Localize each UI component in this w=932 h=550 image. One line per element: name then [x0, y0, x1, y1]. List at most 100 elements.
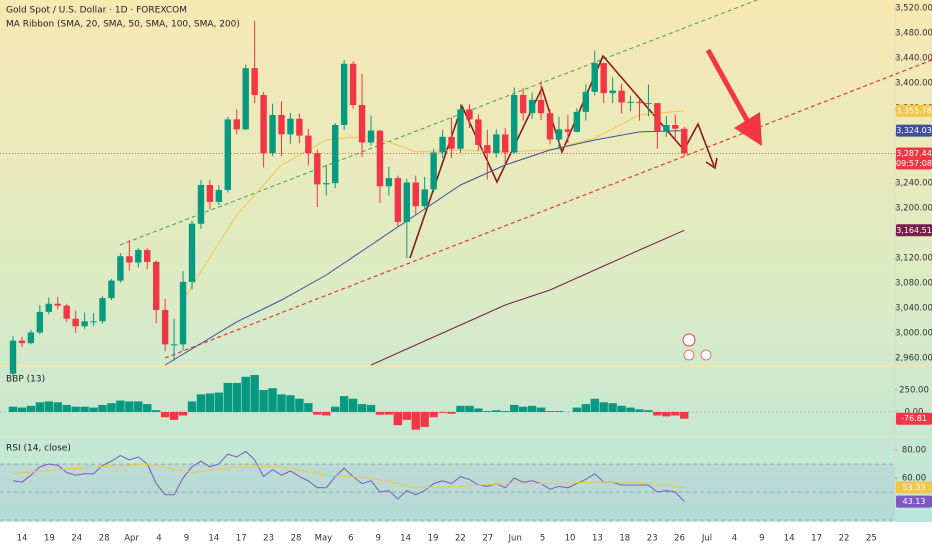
x-tick-label: 10 [565, 534, 576, 544]
bar [8, 406, 18, 412]
candle-body [197, 185, 205, 224]
last-value-label: 43.13 [903, 497, 926, 506]
bar [590, 398, 599, 412]
bar [545, 411, 555, 412]
bar [393, 411, 403, 426]
candle-body [117, 256, 124, 281]
x-tick-label: 9 [184, 534, 189, 544]
last-value-label-bg [896, 481, 932, 494]
y-tick-label: 0.00 [905, 407, 924, 417]
y-tick-label: 3,240.00 [895, 179, 932, 189]
candle-body [564, 129, 572, 132]
ma-value-label-bg [896, 104, 932, 117]
ma-value-label-bg [896, 224, 932, 237]
candle-body [421, 189, 428, 207]
bar [447, 411, 456, 414]
candle-body [340, 63, 348, 125]
x-tick-label: 18 [619, 534, 630, 544]
bar [671, 411, 680, 416]
bar [599, 402, 608, 412]
candle-body [99, 298, 106, 322]
candle-body [287, 118, 294, 135]
bar [456, 405, 465, 412]
candle-body [439, 136, 446, 153]
x-tick-label: 17 [236, 534, 247, 544]
event-icon [683, 349, 695, 361]
bar [662, 411, 671, 417]
x-tick-label: 23 [647, 534, 658, 544]
bar [581, 404, 590, 412]
bar [223, 382, 232, 412]
line [164, 130, 685, 366]
bar [44, 401, 53, 412]
candle-body [233, 119, 240, 130]
x-tick-label: 14 [208, 534, 219, 544]
candle-body [153, 261, 160, 310]
line [12, 450, 685, 503]
last-value-label: 53.33 [903, 483, 926, 492]
candle-body [36, 311, 44, 333]
trend-arrowhead [734, 112, 762, 146]
candle-body [27, 332, 35, 344]
date-axis-background [0, 522, 932, 550]
candle-body [591, 63, 598, 92]
candle-body [430, 152, 437, 190]
candle-body [278, 115, 285, 135]
bar [17, 407, 27, 412]
bar [160, 411, 170, 418]
bar [232, 382, 241, 412]
candle-body [618, 90, 625, 103]
bar [26, 405, 36, 412]
bar [420, 411, 429, 427]
bar [286, 395, 295, 412]
x-tick-label: 28 [291, 534, 302, 544]
bar [429, 411, 438, 418]
x-tick-label: 24 [71, 534, 82, 544]
x-tick-label: 19 [428, 534, 439, 544]
ma-value-label: 3,324.03 [896, 126, 932, 135]
candle-body [260, 95, 267, 154]
y-tick-label: 60.00 [902, 474, 926, 484]
candle-body [475, 119, 482, 145]
bar [196, 394, 206, 412]
bar [384, 411, 394, 415]
ma-value-label-bg [896, 124, 932, 137]
bar [518, 406, 528, 412]
candle-body [45, 303, 52, 312]
bar [339, 396, 349, 412]
candle-body [519, 95, 527, 114]
candle-body [358, 105, 366, 143]
x-tick-label: 25 [866, 534, 877, 544]
candle-body [314, 153, 321, 185]
x-tick-label: 26 [674, 534, 685, 544]
x-tick-label: 14 [400, 534, 411, 544]
bar [35, 402, 45, 412]
bar [169, 411, 179, 420]
y-tick-label: 250.00 [899, 385, 929, 395]
bar [510, 404, 519, 412]
candle-body [332, 125, 339, 184]
bar [366, 404, 376, 412]
bar [241, 376, 250, 412]
bar [277, 394, 286, 412]
bar [617, 405, 626, 412]
event-icon [682, 333, 696, 347]
bar [474, 408, 483, 412]
candle-body [126, 256, 133, 263]
bar [295, 398, 304, 412]
last-price-label-bg [896, 147, 932, 170]
candle-body [349, 63, 357, 105]
line [12, 463, 685, 489]
candle-body [72, 318, 79, 327]
x-tick-label: 4 [732, 534, 737, 544]
bar [214, 392, 224, 412]
bar [635, 409, 644, 412]
bar [259, 389, 268, 412]
candle-body [636, 101, 643, 104]
candle-body [81, 321, 88, 327]
bar [53, 402, 62, 412]
bar [304, 403, 313, 412]
y-tick-label: 2,960.00 [895, 354, 932, 364]
bar [375, 411, 385, 415]
